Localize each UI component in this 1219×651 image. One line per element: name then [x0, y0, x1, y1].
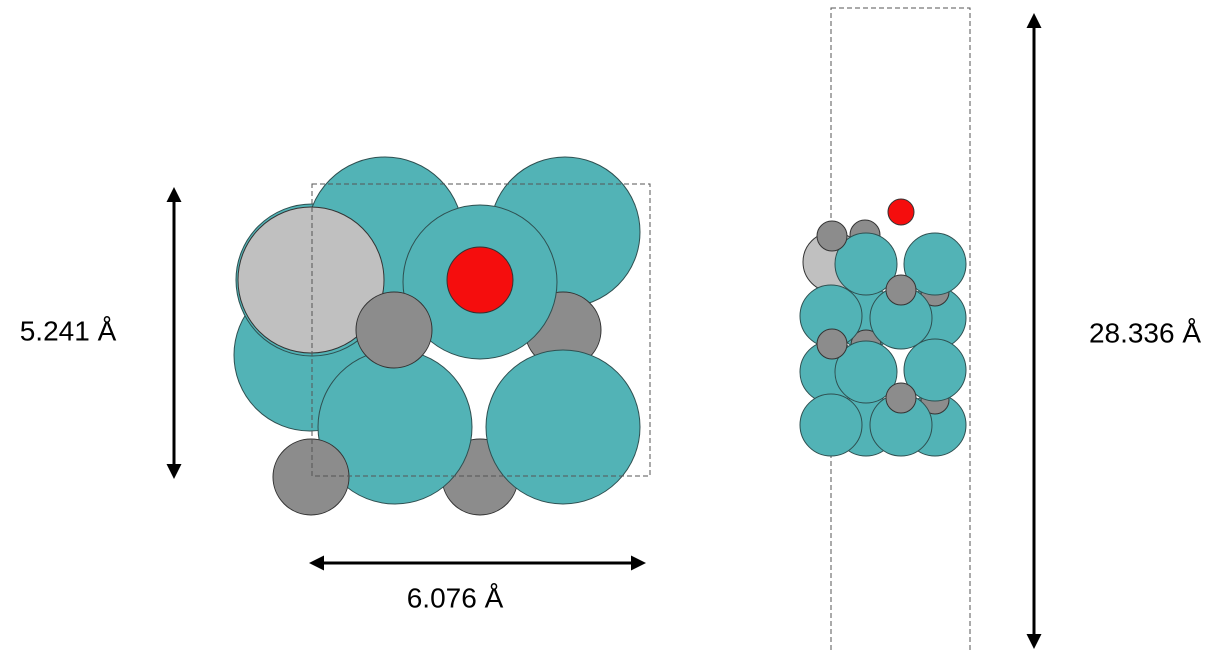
diagram: 5.241 Å 6.076 Å 28.336 Å: [0, 0, 1219, 651]
width-label: 6.076 Å: [407, 582, 504, 613]
length-label: 28.336 Å: [1089, 317, 1201, 348]
side-view: [800, 8, 970, 651]
top-view: [234, 157, 650, 515]
height-label: 5.241 Å: [20, 315, 117, 346]
